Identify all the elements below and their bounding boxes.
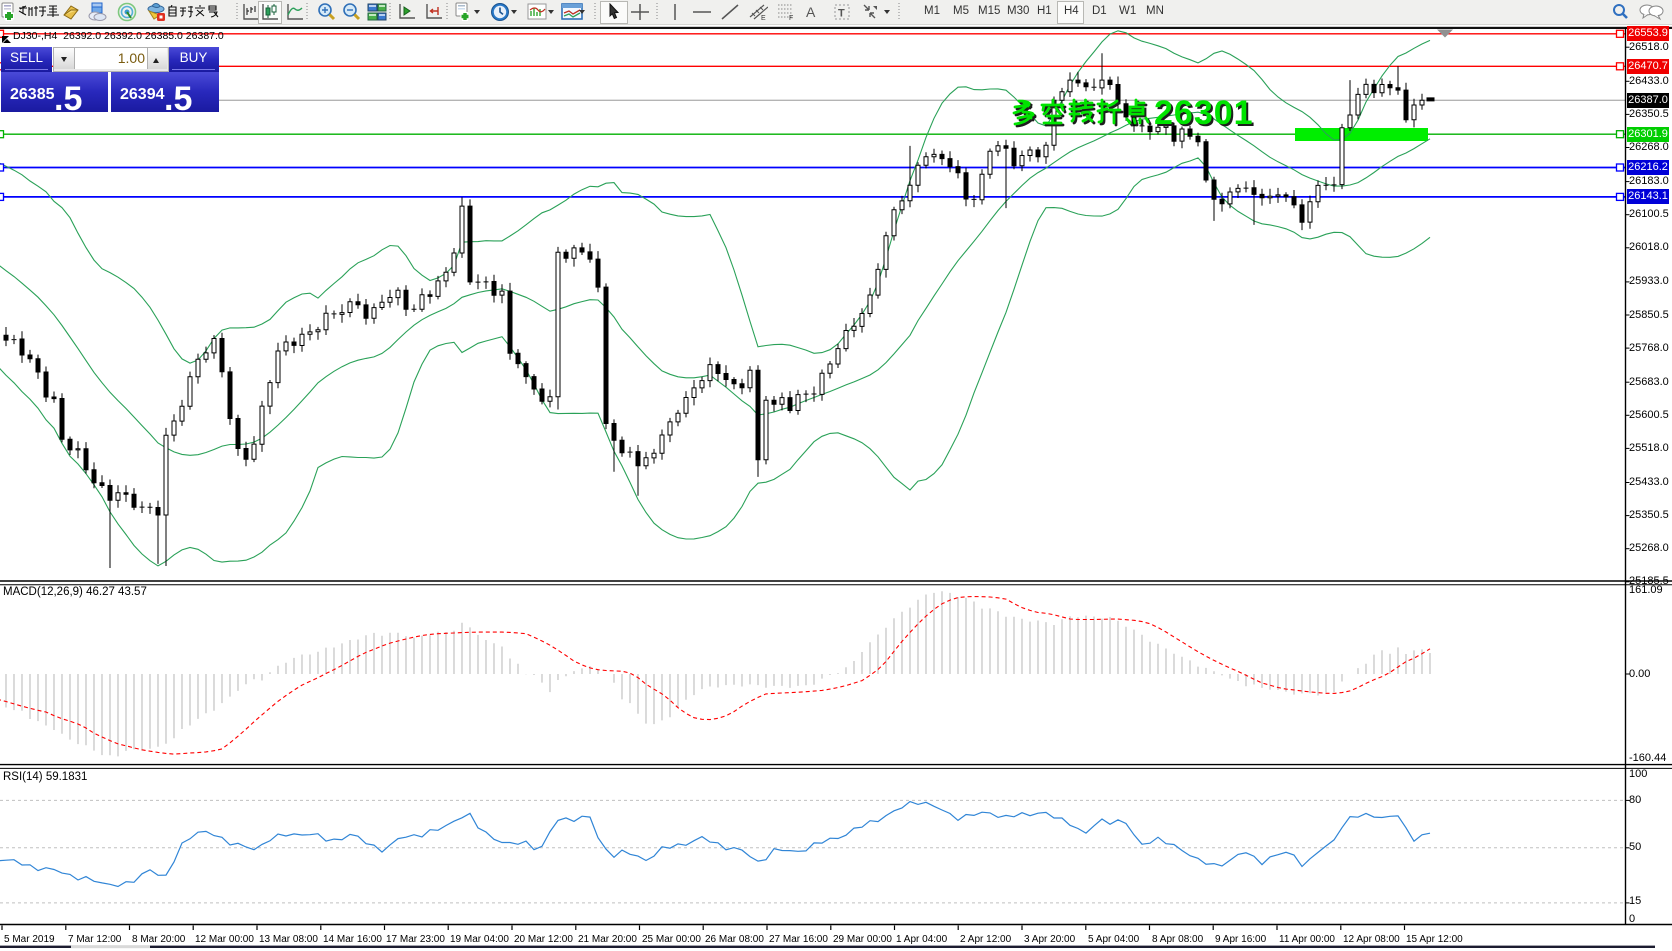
svg-text:E: E: [761, 15, 766, 21]
svg-text:26301: 26301: [1156, 96, 1256, 134]
svg-text:F: F: [789, 15, 793, 21]
svg-text:26301: 26301: [1154, 95, 1254, 132]
svg-text:T: T: [838, 8, 845, 20]
